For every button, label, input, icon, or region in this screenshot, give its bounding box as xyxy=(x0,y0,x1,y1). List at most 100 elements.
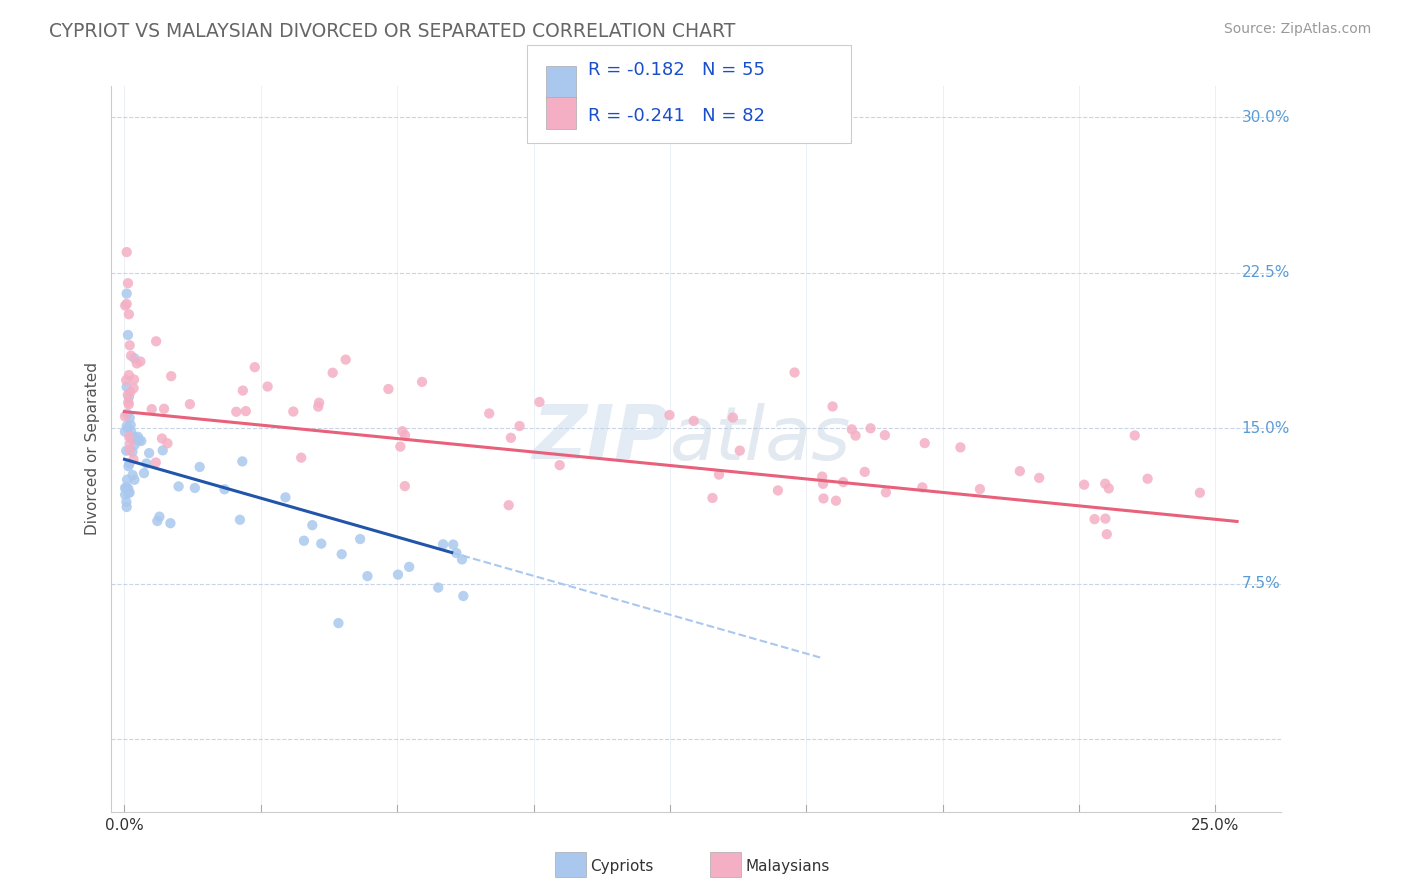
Point xyxy=(152,443,174,458)
Point xyxy=(118,338,141,352)
Point xyxy=(156,436,179,450)
Point xyxy=(145,455,167,469)
Point xyxy=(118,436,141,450)
Point xyxy=(1095,527,1118,541)
Point xyxy=(1008,464,1031,478)
Point xyxy=(1094,511,1116,525)
Point xyxy=(274,491,297,505)
Text: 7.5%: 7.5% xyxy=(1241,576,1279,591)
Point xyxy=(235,404,257,418)
Point xyxy=(721,410,744,425)
Point xyxy=(832,475,855,489)
Point xyxy=(853,465,876,479)
Point xyxy=(132,466,155,480)
Point xyxy=(682,414,704,428)
Point xyxy=(127,430,149,444)
Point xyxy=(394,428,416,442)
Point xyxy=(844,428,866,442)
Point xyxy=(135,457,157,471)
Point xyxy=(118,457,141,471)
Point xyxy=(128,434,150,448)
Point xyxy=(783,366,806,380)
Point xyxy=(115,500,138,514)
Point xyxy=(115,297,138,311)
Text: 15.0%: 15.0% xyxy=(1241,421,1289,435)
Text: CYPRIOT VS MALAYSIAN DIVORCED OR SEPARATED CORRELATION CHART: CYPRIOT VS MALAYSIAN DIVORCED OR SEPARAT… xyxy=(49,22,735,41)
Point xyxy=(478,407,501,421)
Point xyxy=(117,276,139,290)
Point xyxy=(124,430,146,444)
Point xyxy=(141,402,163,417)
Text: atlas: atlas xyxy=(669,402,851,475)
Text: 22.5%: 22.5% xyxy=(1241,265,1289,280)
Point xyxy=(256,379,278,393)
Point xyxy=(188,459,211,474)
Text: 30.0%: 30.0% xyxy=(1241,110,1289,125)
Point xyxy=(115,380,138,394)
Point xyxy=(301,518,323,533)
Point xyxy=(875,485,897,500)
Point xyxy=(115,245,138,260)
Point xyxy=(707,467,730,482)
Point xyxy=(914,436,936,450)
Point xyxy=(117,482,139,496)
Point xyxy=(702,491,724,505)
Point xyxy=(115,473,138,487)
Point xyxy=(122,373,145,387)
Point xyxy=(138,446,160,460)
Point xyxy=(167,479,190,493)
Point xyxy=(122,381,145,395)
Point xyxy=(117,421,139,435)
Point xyxy=(1188,485,1211,500)
Point xyxy=(658,408,681,422)
Point xyxy=(453,589,475,603)
Text: 25.0%: 25.0% xyxy=(1191,818,1240,833)
Point xyxy=(1136,472,1159,486)
Point xyxy=(115,286,138,301)
Point xyxy=(117,328,139,343)
Point xyxy=(335,352,357,367)
Point xyxy=(356,569,378,583)
Point xyxy=(498,498,520,512)
Point xyxy=(728,443,751,458)
Point xyxy=(1094,476,1116,491)
Point xyxy=(1073,477,1095,491)
Point xyxy=(499,431,522,445)
Point xyxy=(124,438,146,452)
Point xyxy=(969,482,991,496)
Point xyxy=(115,373,138,387)
Point xyxy=(307,400,329,414)
Point xyxy=(150,432,173,446)
Point xyxy=(451,552,474,566)
Point xyxy=(118,485,141,500)
Point xyxy=(387,567,409,582)
Point xyxy=(232,384,254,398)
Point xyxy=(160,369,183,384)
Point xyxy=(377,382,399,396)
Point xyxy=(118,410,141,425)
Point xyxy=(322,366,344,380)
Point xyxy=(949,441,972,455)
Point xyxy=(441,538,464,552)
Point xyxy=(115,419,138,434)
Point xyxy=(179,397,201,411)
Point xyxy=(229,513,252,527)
Point xyxy=(117,486,139,500)
Text: Source: ZipAtlas.com: Source: ZipAtlas.com xyxy=(1223,22,1371,37)
Point xyxy=(115,495,138,509)
Point xyxy=(1028,471,1050,485)
Point xyxy=(118,397,141,411)
Point xyxy=(114,488,136,502)
Point xyxy=(117,459,139,474)
Point xyxy=(309,536,332,550)
Point xyxy=(398,559,420,574)
Point xyxy=(243,360,266,375)
Point xyxy=(120,432,142,446)
Point xyxy=(115,480,138,494)
Point xyxy=(115,407,138,421)
Point xyxy=(184,481,207,495)
Point xyxy=(1083,512,1105,526)
Point xyxy=(114,425,136,439)
Point xyxy=(411,375,433,389)
Point xyxy=(446,546,468,560)
